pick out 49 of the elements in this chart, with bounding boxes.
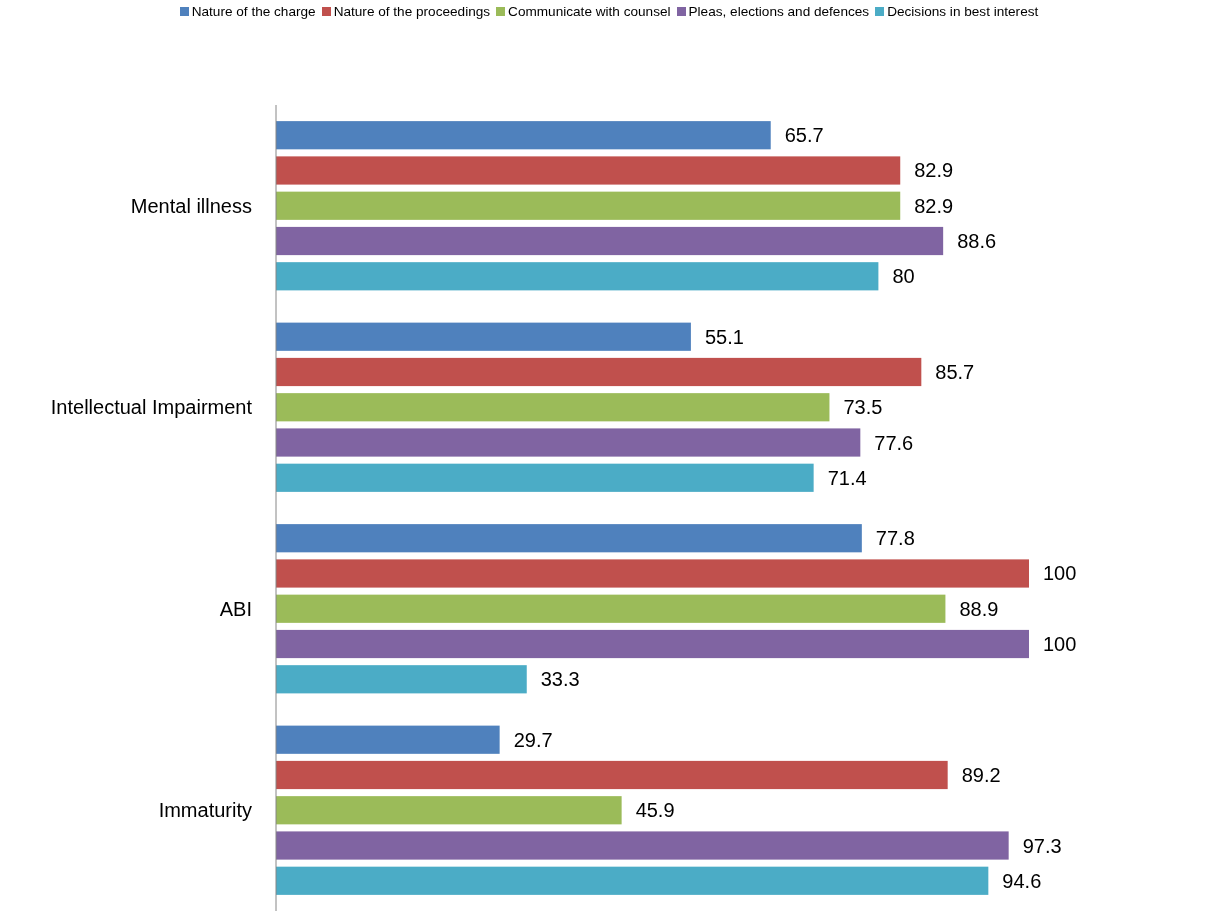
data-label: 89.2 [961,763,1001,786]
bar [276,594,946,623]
bar [276,226,944,256]
bar [276,760,948,790]
bar [276,357,922,387]
legend-label: Nature of the proceedings [333,4,491,19]
bar [276,831,1009,860]
data-label: 100 [1043,562,1077,585]
legend-label: Communicate with counsel [508,4,671,19]
data-label: 82.9 [914,159,954,182]
bar [276,725,500,754]
bar [276,191,901,220]
data-label: 94.6 [1002,869,1042,892]
bar [276,524,862,553]
data-label: 100 [1043,633,1077,656]
y-tick-label: Immaturity [158,799,252,822]
data-label: 88.9 [959,597,999,620]
data-label: 85.7 [935,360,975,383]
y-tick-label: Mental illness [130,194,252,217]
bar [276,866,989,895]
bar [276,121,771,150]
data-label: 82.9 [914,194,954,217]
bar [276,629,1029,659]
data-label: 77.8 [875,527,915,550]
data-label: 55.1 [704,325,744,348]
data-label: 71.4 [827,466,867,489]
legend-label: Decisions in best interest [887,4,1039,19]
bar [276,559,1029,588]
bar [276,428,861,457]
bar [276,262,879,291]
data-label: 88.6 [957,230,997,253]
bar [276,393,830,422]
data-label: 97.3 [1022,834,1062,857]
y-tick-label: ABI [219,597,252,620]
y-tick-label: Intellectual Impairment [50,396,253,419]
bar [276,463,814,492]
data-label: 65.7 [784,124,824,147]
legend-label: Pleas, elections and defences [688,4,870,19]
legend-label: Nature of the charge [191,4,316,19]
bar [276,665,527,694]
bar [276,156,901,185]
bar [276,796,622,825]
data-label: 33.3 [540,668,580,691]
data-label: 29.7 [513,728,553,751]
data-label: 77.6 [874,431,914,454]
data-label: 73.5 [843,396,883,419]
bar [276,322,691,351]
data-label: 45.9 [635,799,675,822]
data-label: 80 [892,265,915,288]
